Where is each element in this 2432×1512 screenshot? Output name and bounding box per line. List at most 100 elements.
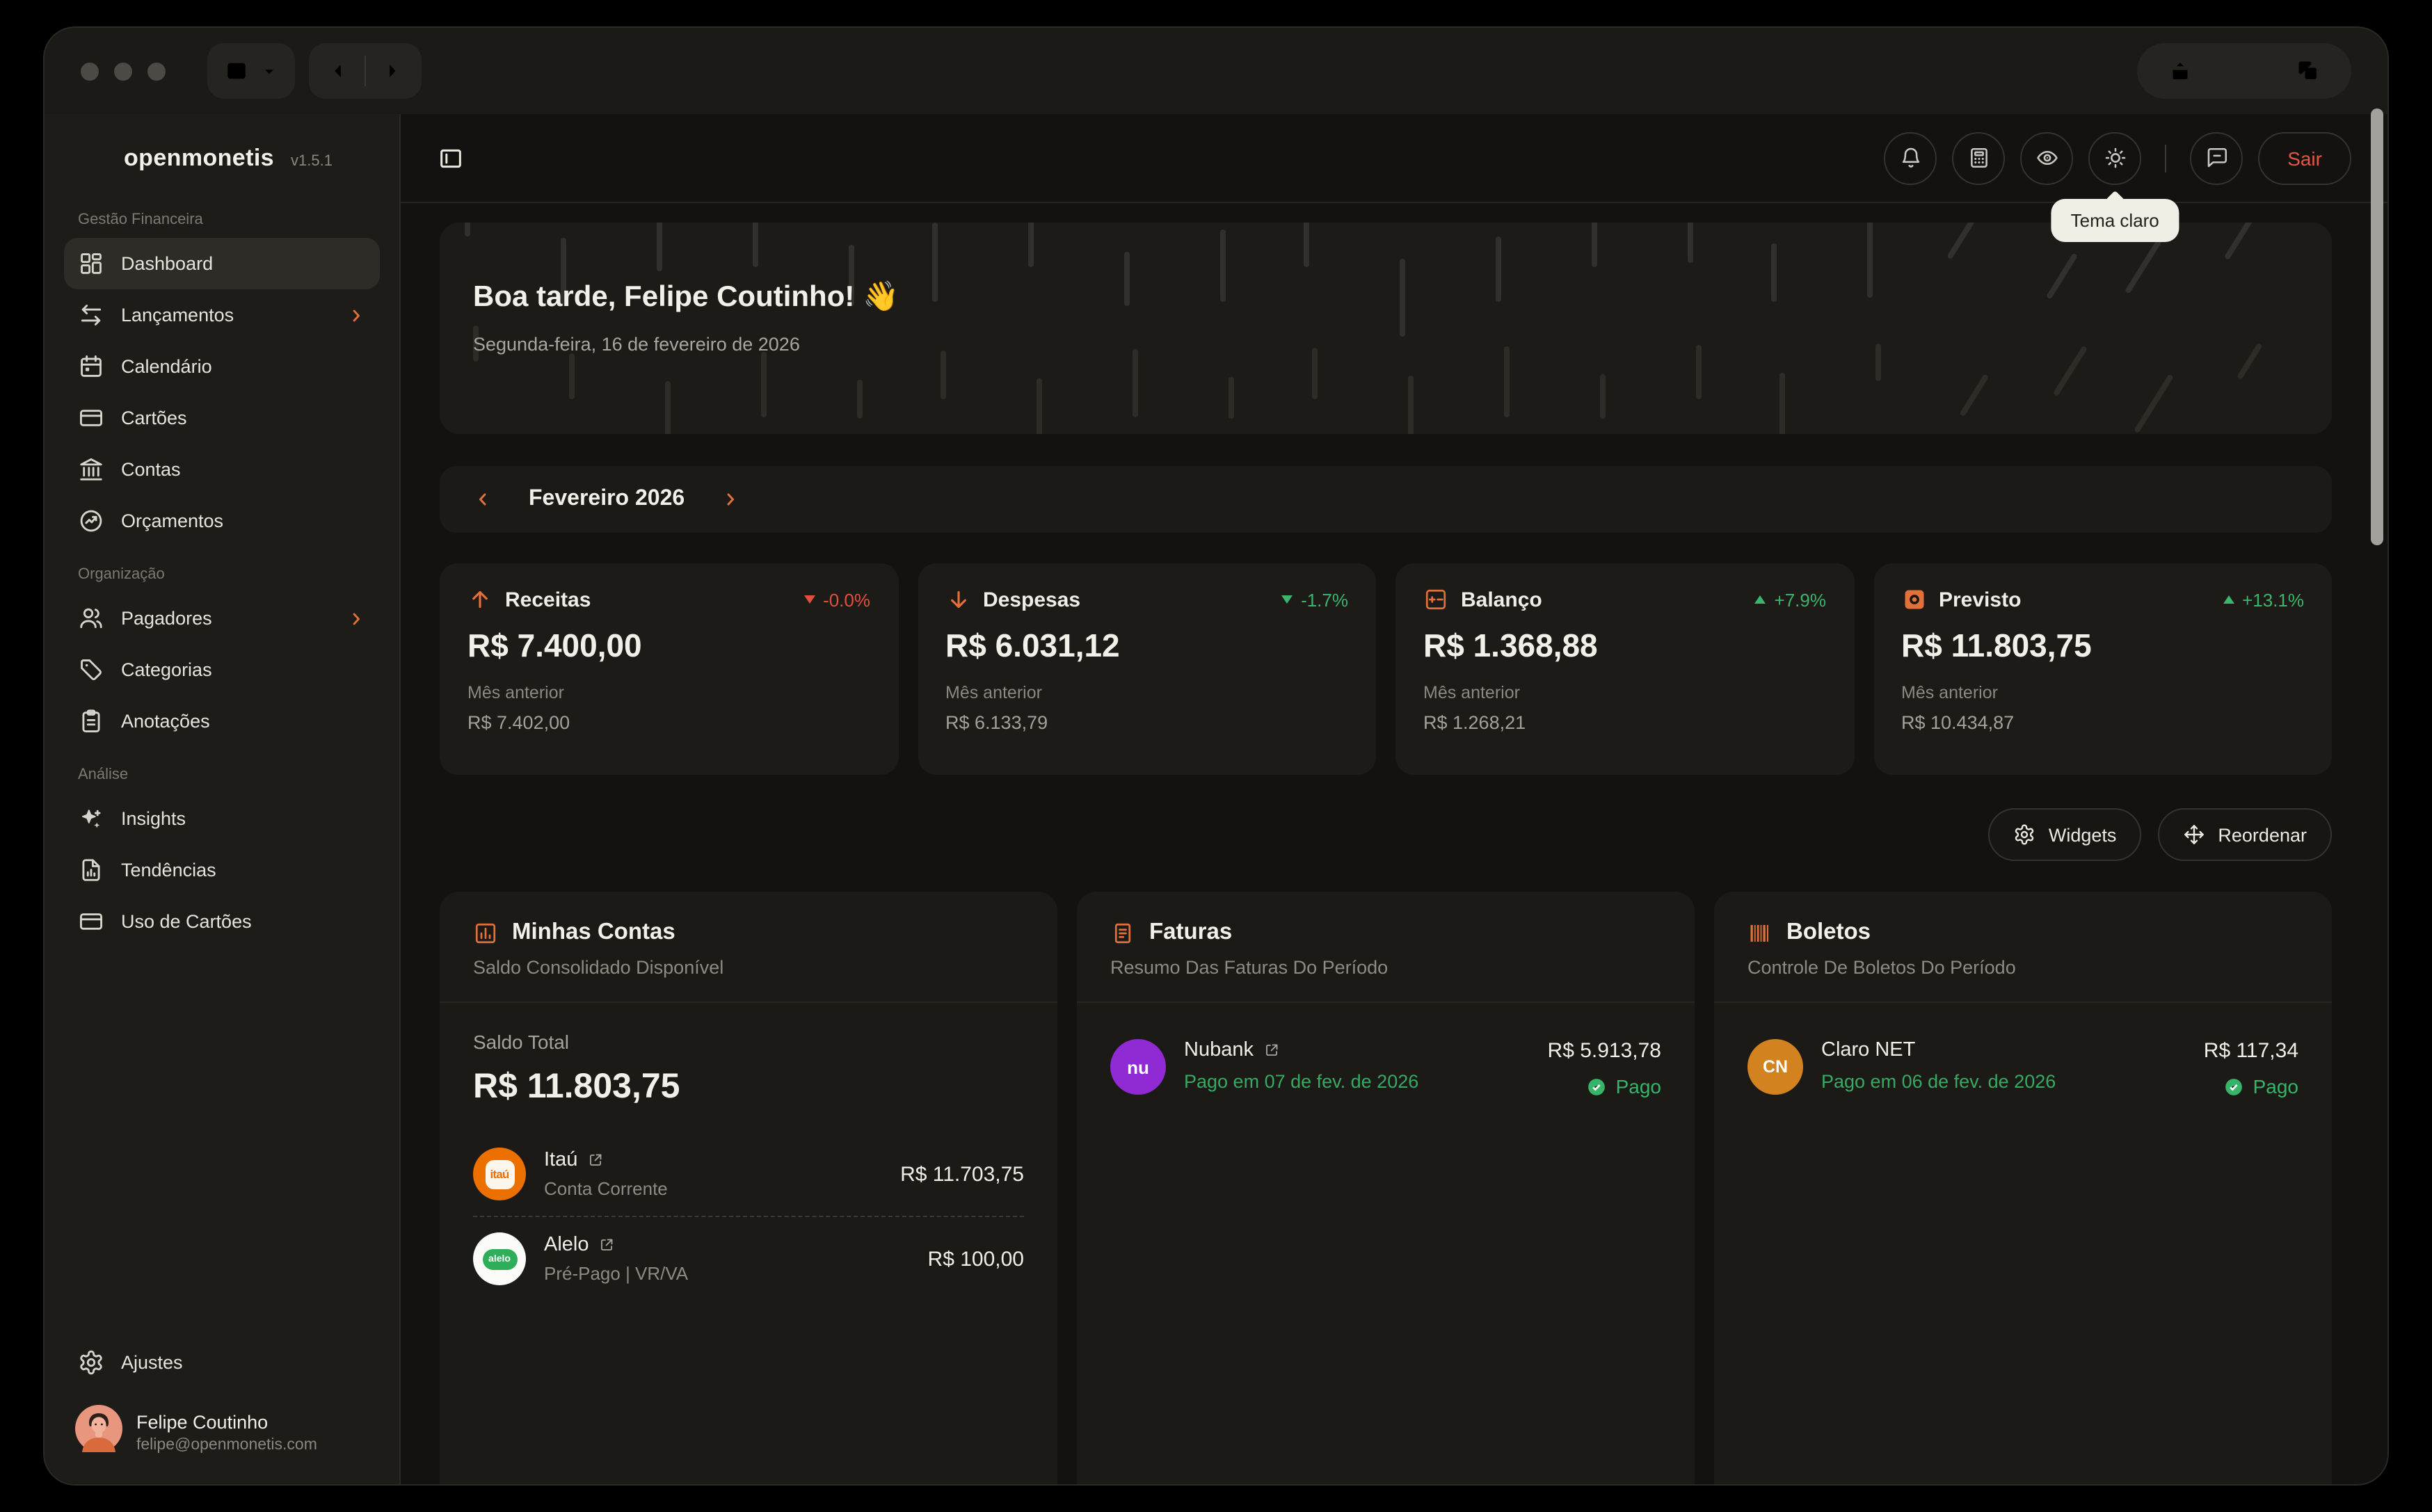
sidebar-item-label: Uso de Cartões <box>121 911 252 932</box>
app-logo: openmonetis v1.5.1 <box>64 134 380 192</box>
close-window-button[interactable] <box>81 62 99 80</box>
stat-value: R$ 11.803,75 <box>1901 627 2092 663</box>
bill-amount: R$ 117,34 <box>2203 1039 2298 1063</box>
invoice-row-nubank[interactable]: nu Nubank Pago em 07 de fev. de 2026 R$ … <box>1110 1031 1661 1112</box>
sidebar-item-ajustes[interactable]: Ajustes <box>64 1337 380 1388</box>
bill-row-claro-net[interactable]: CN Claro NET Pago em 06 de fev. de 2026 … <box>1747 1031 2298 1112</box>
chevron-right-icon <box>721 490 740 509</box>
sidebar-item-label: Tendências <box>121 860 216 880</box>
account-type: Pré-Pago | VR/VA <box>544 1263 689 1284</box>
check-circle-icon <box>1587 1076 1608 1097</box>
sidebar-item-tendencias[interactable]: Tendências <box>64 844 380 896</box>
calculator-icon <box>1967 146 1990 170</box>
sidebar-item-uso-de-cartoes[interactable]: Uso de Cartões <box>64 896 380 947</box>
sidebar-item-anotacoes[interactable]: Anotações <box>64 695 380 747</box>
eye-icon <box>2035 146 2058 170</box>
account-row-itau[interactable]: itaú Itaú Conta Corrente R$ 11.703,75 <box>473 1132 1024 1216</box>
privacy-toggle-button[interactable] <box>2020 131 2074 184</box>
theme-toggle-button[interactable] <box>2088 131 2142 184</box>
bills-widget: Boletos Controle De Boletos Do Período C… <box>1714 892 2332 1484</box>
back-icon[interactable] <box>326 58 351 83</box>
invoice-amount: R$ 5.913,78 <box>1547 1039 1661 1063</box>
sidebar-item-pagadores[interactable]: Pagadores <box>64 593 380 644</box>
notifications-button[interactable] <box>1884 131 1937 184</box>
arrow-up-icon <box>467 587 493 612</box>
stat-prev-value: R$ 6.133,79 <box>945 712 1048 733</box>
budget-gauge-icon <box>78 508 104 534</box>
forward-icon[interactable] <box>380 58 405 83</box>
stat-value: R$ 1.368,88 <box>1423 627 1598 663</box>
sidebar-item-dashboard[interactable]: Dashboard <box>64 238 380 289</box>
external-link-icon[interactable] <box>587 1152 604 1168</box>
bar-chart-square-icon <box>473 920 498 945</box>
share-icon[interactable] <box>2168 58 2193 83</box>
external-link-icon[interactable] <box>1263 1042 1280 1059</box>
banner-decoration <box>440 223 2332 434</box>
sidebar-item-label: Categorias <box>121 659 212 680</box>
invoice-paid-note: Pago em 07 de fev. de 2026 <box>1184 1071 1419 1092</box>
feedback-button[interactable] <box>2190 131 2243 184</box>
widget-title: Boletos <box>1786 919 1871 944</box>
credit-card-icon <box>78 908 104 935</box>
check-circle-icon <box>2224 1076 2245 1097</box>
target-square-icon <box>1901 587 1926 612</box>
plus-minus-square-icon <box>1423 587 1448 612</box>
barcode-icon <box>1747 920 1773 945</box>
sidebar-item-orcamentos[interactable]: Orçamentos <box>64 495 380 547</box>
next-month-button[interactable] <box>710 478 751 520</box>
sidebar-item-calendario[interactable]: Calendário <box>64 341 380 392</box>
bell-icon <box>1898 146 1922 170</box>
external-link-icon[interactable] <box>599 1237 616 1253</box>
widgets-button[interactable]: Widgets <box>1988 808 2142 861</box>
stat-change-badge: +13.1% <box>2223 589 2304 610</box>
sidebar: openmonetis v1.5.1 Gestão Financeira Das… <box>45 114 401 1484</box>
header-divider <box>2165 144 2167 172</box>
tooltip-arrow <box>2105 189 2125 210</box>
logout-button[interactable]: Sair <box>2258 131 2351 184</box>
zoom-window-button[interactable] <box>147 62 166 80</box>
sidebar-item-label: Orçamentos <box>121 510 224 531</box>
app-sidebar-toggle-button[interactable] <box>437 144 465 172</box>
account-row-alelo[interactable]: alelo Alelo Pré-Pago | VR/VA R$ 100,00 <box>473 1216 1024 1301</box>
content-header: Tema claro Sair <box>401 114 2387 241</box>
plus-icon[interactable] <box>2232 58 2257 83</box>
sidebar-item-label: Lançamentos <box>121 305 234 325</box>
sidebar-toggle-icon <box>224 58 249 83</box>
browser-sidebar-toggle[interactable] <box>207 43 295 99</box>
sidebar-item-label: Insights <box>121 808 186 829</box>
sidebar-item-cartoes[interactable]: Cartões <box>64 392 380 444</box>
stat-prev-value: R$ 10.434,87 <box>1901 712 2015 733</box>
scrollbar-thumb[interactable] <box>2371 108 2383 545</box>
greeting-banner: Boa tarde, Felipe Coutinho! 👋 Segunda-fe… <box>440 223 2332 434</box>
previous-month-button[interactable] <box>462 478 504 520</box>
user-profile[interactable]: Felipe Coutinho felipe@openmonetis.com <box>64 1388 380 1459</box>
sidebar-item-contas[interactable]: Contas <box>64 444 380 495</box>
gear-icon <box>78 1349 104 1376</box>
nav-divider <box>365 56 366 86</box>
account-type: Conta Corrente <box>544 1178 668 1199</box>
traffic-lights <box>81 62 166 80</box>
minimize-window-button[interactable] <box>114 62 132 80</box>
month-selector: Fevereiro 2026 <box>440 466 2332 533</box>
widget-subtitle: Resumo Das Faturas Do Período <box>1110 957 1389 978</box>
calculator-button[interactable] <box>1952 131 2006 184</box>
transfer-arrows-icon <box>78 302 104 328</box>
sidebar-item-insights[interactable]: Insights <box>64 793 380 844</box>
account-name: Itaú <box>544 1149 578 1171</box>
sidebar-item-lancamentos[interactable]: Lançamentos <box>64 289 380 341</box>
tabs-icon[interactable] <box>2296 58 2321 83</box>
gear-icon <box>2014 823 2036 846</box>
app-version: v1.5.1 <box>291 152 333 169</box>
stat-change-badge: -0.0% <box>803 589 870 610</box>
alelo-avatar: alelo <box>473 1232 526 1285</box>
chevron-right-icon <box>346 305 366 325</box>
widget-actions: Widgets Reordenar <box>440 808 2332 861</box>
bill-paid-note: Pago em 06 de fev. de 2026 <box>1821 1071 2056 1092</box>
reorder-button[interactable]: Reordenar <box>2158 808 2332 861</box>
sidebar-item-label: Ajustes <box>121 1352 183 1373</box>
sidebar-item-categorias[interactable]: Categorias <box>64 644 380 695</box>
avatar <box>75 1405 122 1459</box>
asterisk-logo-icon <box>78 142 111 175</box>
stat-card-balanco: Balanço +7.9% R$ 1.368,88 Mês anterior R… <box>1395 563 1854 775</box>
status-badge: Pago <box>1587 1075 1661 1097</box>
